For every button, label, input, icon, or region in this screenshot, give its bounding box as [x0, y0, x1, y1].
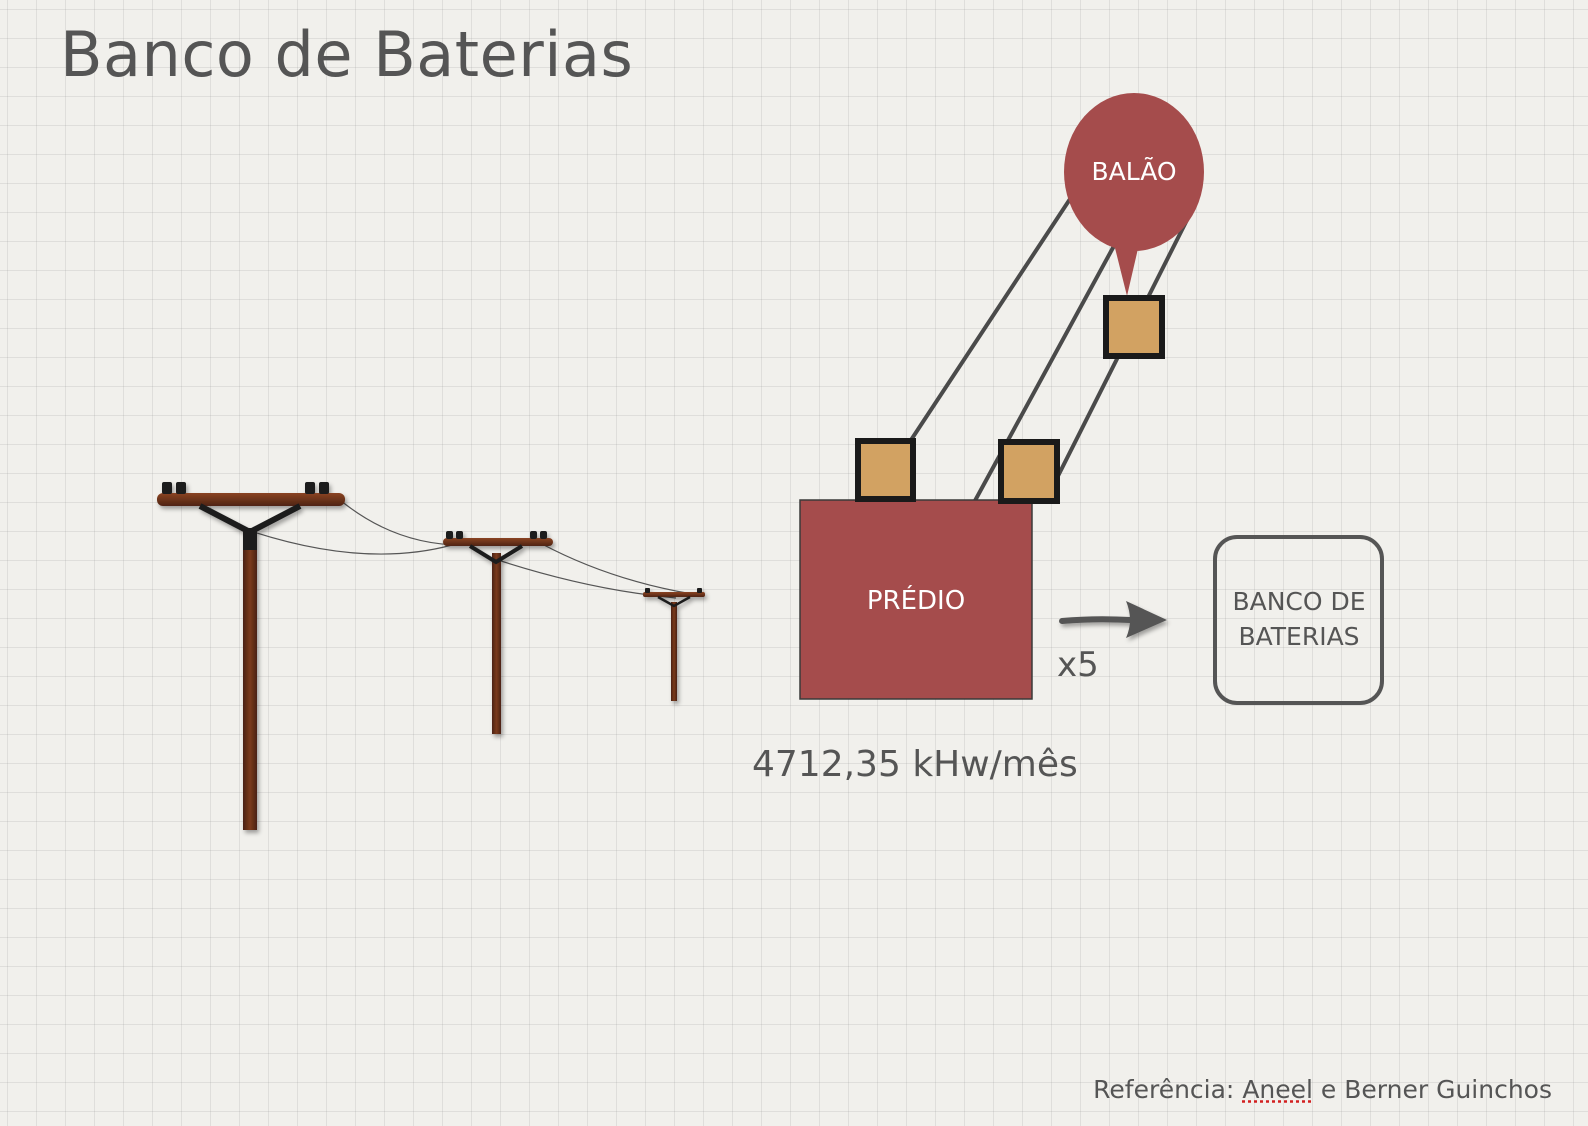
connector-box-balloon [1103, 295, 1165, 359]
battery-bank-label-line2: BATERIAS [1238, 622, 1359, 651]
reference-prefix: Referência: [1093, 1075, 1235, 1104]
connector-box-right [998, 439, 1060, 504]
battery-bank: BANCO DE BATERIAS [1213, 535, 1384, 705]
connectors [855, 295, 1165, 504]
reference-suffix: e Berner Guinchos [1320, 1075, 1552, 1104]
balloon-body [1064, 93, 1204, 251]
connector-box-left [855, 438, 916, 502]
balloon-label: BALÃO [1091, 156, 1176, 186]
power-wires [235, 499, 693, 599]
balloon-tail [1113, 240, 1140, 296]
multiplier-label: x5 [1057, 645, 1099, 685]
balloon: BALÃO [1064, 93, 1204, 296]
reference-link[interactable]: Aneel [1242, 1075, 1313, 1104]
energy-consumption: 4712,35 kHw/mês [752, 744, 1078, 785]
utility-pole-medium [443, 531, 553, 734]
building-label: PRÉDIO [867, 584, 965, 616]
battery-bank-label-line1: BANCO DE [1232, 587, 1365, 616]
building: PRÉDIO [799, 499, 1033, 700]
utility-pole-large [157, 482, 345, 830]
arrow-icon [1059, 601, 1167, 638]
utility-pole-small [643, 588, 705, 701]
reference-footer: Referência: Aneel e Berner Guinchos [1093, 1075, 1552, 1104]
slide-title: Banco de Baterias [60, 18, 634, 91]
